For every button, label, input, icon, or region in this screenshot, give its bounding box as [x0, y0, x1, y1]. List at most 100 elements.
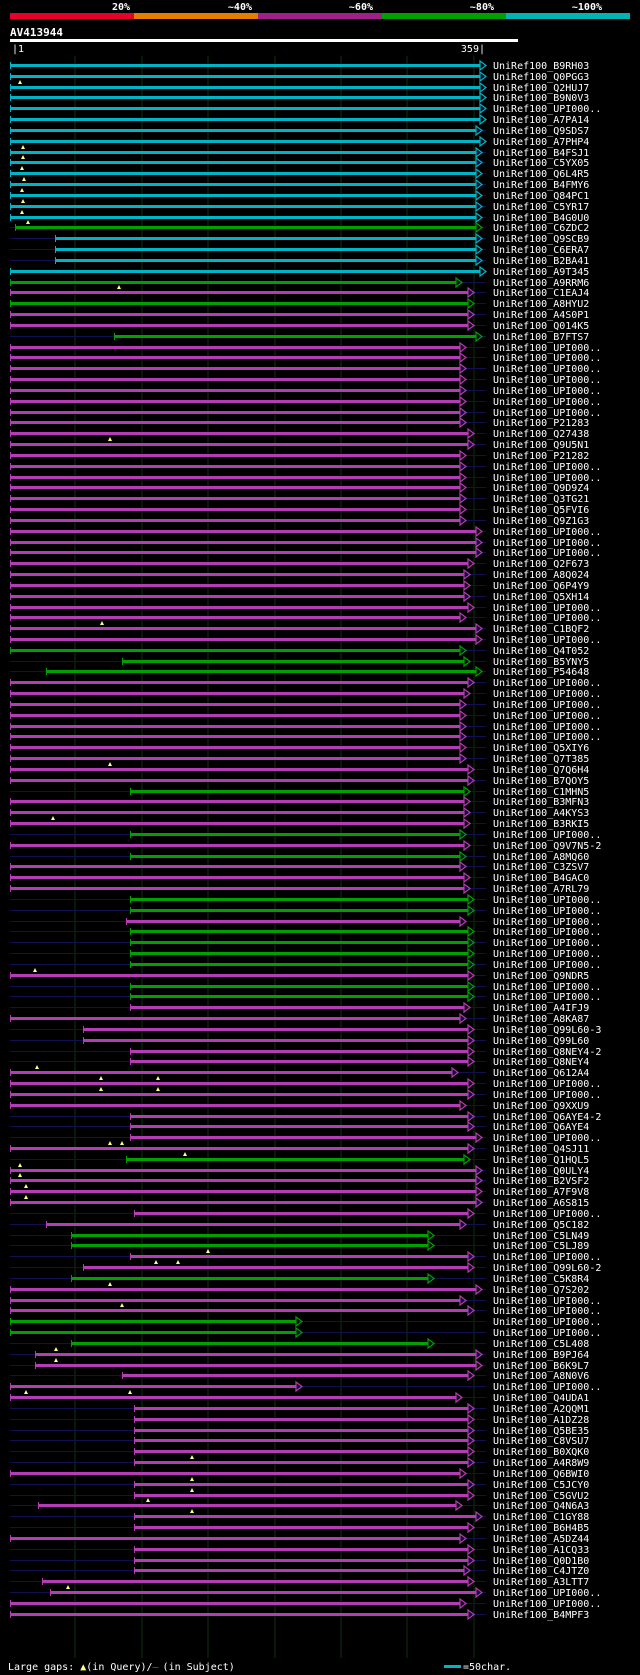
- hit-label[interactable]: UniRef100_C5JCY0: [493, 1480, 589, 1491]
- hit-row[interactable]: UniRef100_C5LJ89: [10, 1239, 589, 1252]
- hit-label[interactable]: UniRef100_UPI000..: [493, 397, 601, 408]
- hit-label[interactable]: UniRef100_B6K9L7: [493, 1361, 589, 1372]
- hit-label[interactable]: UniRef100_UPI000..: [493, 960, 601, 971]
- hit-label[interactable]: UniRef100_A4KYS3: [493, 808, 589, 819]
- hit-label[interactable]: UniRef100_Q9NDR5: [493, 971, 589, 982]
- hit-row[interactable]: UniRef100_UPI000..: [10, 990, 601, 1003]
- hit-row[interactable]: UniRef100_Q99L60-2: [10, 1260, 601, 1274]
- hit-label[interactable]: UniRef100_UPI000..: [493, 527, 601, 538]
- hit-row[interactable]: UniRef100_A7F9V8: [10, 1184, 589, 1198]
- hit-row[interactable]: UniRef100_UPI000..: [10, 1294, 601, 1307]
- hit-label[interactable]: UniRef100_Q0ULY4: [493, 1166, 589, 1177]
- hit-label[interactable]: UniRef100_UPI000..: [493, 1317, 601, 1328]
- hit-label[interactable]: UniRef100_Q5C182: [493, 1220, 589, 1231]
- hit-label[interactable]: UniRef100_Q4UDA1: [493, 1393, 589, 1404]
- hit-label[interactable]: UniRef100_UPI000..: [493, 1306, 601, 1317]
- hit-row[interactable]: UniRef100_Q014K5: [10, 319, 589, 332]
- hit-label[interactable]: UniRef100_UPI000..: [493, 635, 601, 646]
- hit-label[interactable]: UniRef100_Q5BE35: [493, 1426, 589, 1437]
- hit-row[interactable]: UniRef100_Q4SJ11: [10, 1141, 589, 1155]
- hit-label[interactable]: UniRef100_A3LTT7: [493, 1577, 589, 1588]
- hit-label[interactable]: UniRef100_C6ERA7: [493, 245, 589, 256]
- hit-label[interactable]: UniRef100_Q6L4R5: [493, 169, 589, 180]
- hit-label[interactable]: UniRef100_C6ZDC2: [493, 223, 589, 234]
- hit-row[interactable]: UniRef100_UPI000..: [10, 1249, 601, 1263]
- hit-label[interactable]: UniRef100_B4FSJ1: [493, 148, 589, 159]
- hit-row[interactable]: UniRef100_Q6AYE4-2: [10, 1110, 601, 1123]
- hit-row[interactable]: UniRef100_Q6L4R5: [10, 166, 589, 180]
- hit-row[interactable]: UniRef100_Q9D9Z4: [10, 481, 589, 494]
- hit-label[interactable]: UniRef100_Q612A4: [493, 1068, 589, 1079]
- hit-label[interactable]: UniRef100_UPI000..: [493, 1296, 601, 1307]
- hit-row[interactable]: UniRef100_C5GVU2: [10, 1488, 589, 1502]
- hit-row[interactable]: UniRef100_UPI000..: [10, 471, 601, 484]
- hit-label[interactable]: UniRef100_A8MQ60: [493, 852, 589, 863]
- hit-row[interactable]: UniRef100_A7PA14: [10, 113, 589, 126]
- hit-row[interactable]: UniRef100_UPI000..: [10, 384, 601, 397]
- hit-label[interactable]: UniRef100_UPI000..: [493, 895, 601, 906]
- hit-row[interactable]: UniRef100_UPI000..: [10, 947, 601, 960]
- hit-row[interactable]: UniRef100_Q9XXU9: [10, 1099, 589, 1112]
- hit-label[interactable]: UniRef100_B4G0U0: [493, 213, 589, 224]
- hit-label[interactable]: UniRef100_UPI000..: [493, 343, 601, 354]
- hit-row[interactable]: UniRef100_A7RL79: [10, 882, 589, 895]
- hit-label[interactable]: UniRef100_UPI000..: [493, 613, 601, 624]
- hit-row[interactable]: UniRef100_A9T345: [10, 265, 589, 278]
- hit-label[interactable]: UniRef100_P21283: [493, 418, 589, 429]
- hit-row[interactable]: UniRef100_C6ZDC2: [10, 220, 589, 234]
- hit-row[interactable]: UniRef100_A2QQM1: [10, 1402, 589, 1415]
- hit-label[interactable]: UniRef100_C5K8R4: [493, 1274, 589, 1285]
- hit-row[interactable]: UniRef100_Q2F673: [10, 557, 589, 570]
- hit-row[interactable]: UniRef100_UPI000..: [10, 720, 601, 733]
- hit-label[interactable]: UniRef100_Q9SDS7: [493, 126, 589, 137]
- hit-row[interactable]: UniRef100_Q6AYE4: [10, 1120, 589, 1133]
- hit-row[interactable]: UniRef100_UPI000..: [10, 611, 601, 624]
- hit-label[interactable]: UniRef100_UPI000..: [493, 949, 601, 960]
- hit-label[interactable]: UniRef100_B4MPF3: [493, 1610, 589, 1621]
- hit-row[interactable]: UniRef100_C1MHN5: [10, 785, 589, 798]
- hit-label[interactable]: UniRef100_B4FMY6: [493, 180, 589, 191]
- hit-label[interactable]: UniRef100_Q8NEY4: [493, 1057, 589, 1068]
- hit-row[interactable]: UniRef100_C5JCY0: [10, 1477, 589, 1491]
- hit-row[interactable]: UniRef100_UPI000..: [10, 536, 601, 549]
- hit-label[interactable]: UniRef100_A1DZ28: [493, 1415, 589, 1426]
- hit-row[interactable]: UniRef100_Q9NDR5: [10, 968, 589, 982]
- hit-label[interactable]: UniRef100_Q4SJ11: [493, 1144, 589, 1155]
- hit-label[interactable]: UniRef100_B4GAC0: [493, 873, 589, 884]
- hit-label[interactable]: UniRef100_UPI000..: [493, 1588, 601, 1599]
- hit-label[interactable]: UniRef100_Q27438: [493, 429, 589, 440]
- hit-label[interactable]: UniRef100_C1EAJ4: [493, 288, 589, 299]
- hit-label[interactable]: UniRef100_UPI000..: [493, 1133, 601, 1144]
- hit-label[interactable]: UniRef100_B0XQK0: [493, 1447, 589, 1458]
- hit-row[interactable]: UniRef100_C1BQF2: [10, 621, 589, 635]
- hit-row[interactable]: UniRef100_Q4N6A3: [10, 1498, 589, 1512]
- hit-row[interactable]: UniRef100_UPI000..: [10, 828, 601, 841]
- hit-label[interactable]: UniRef100_UPI000..: [493, 689, 601, 700]
- hit-label[interactable]: UniRef100_UPI000..: [493, 1328, 601, 1339]
- hit-label[interactable]: UniRef100_A5DZ44: [493, 1534, 589, 1545]
- hit-row[interactable]: UniRef100_C5YX05: [10, 155, 589, 169]
- hit-label[interactable]: UniRef100_Q2HUJ7: [493, 83, 589, 94]
- hit-row[interactable]: UniRef100_C5LN49: [10, 1229, 589, 1242]
- hit-row[interactable]: UniRef100_B7FTS7: [10, 330, 589, 343]
- hit-label[interactable]: UniRef100_UPI000..: [493, 927, 601, 938]
- hit-label[interactable]: UniRef100_C3ZSV7: [493, 862, 589, 873]
- hit-label[interactable]: UniRef100_Q7S202: [493, 1285, 589, 1296]
- hit-label[interactable]: UniRef100_Q6AYE4: [493, 1122, 589, 1133]
- hit-label[interactable]: UniRef100_C4JTZ0: [493, 1566, 589, 1577]
- hit-row[interactable]: UniRef100_UPI000..: [10, 601, 601, 614]
- hit-row[interactable]: UniRef100_Q27438: [10, 427, 589, 440]
- hit-row[interactable]: UniRef100_Q612A4: [10, 1065, 589, 1079]
- hit-row[interactable]: UniRef100_Q5C182: [10, 1218, 589, 1231]
- hit-label[interactable]: UniRef100_UPI000..: [493, 104, 601, 115]
- hit-row[interactable]: UniRef100_B4G0U0: [10, 210, 589, 224]
- hit-row[interactable]: UniRef100_UPI000..: [10, 362, 601, 375]
- hit-row[interactable]: UniRef100_B2BA41: [10, 254, 589, 267]
- hit-row[interactable]: UniRef100_Q7S202: [10, 1282, 589, 1296]
- hit-label[interactable]: UniRef100_UPI000..: [493, 462, 601, 473]
- hit-label[interactable]: UniRef100_Q3TG21: [493, 494, 589, 505]
- hit-row[interactable]: UniRef100_B7QOY5: [10, 774, 589, 787]
- hit-row[interactable]: UniRef100_A8HYU2: [10, 297, 589, 310]
- hit-row[interactable]: UniRef100_UPI000..: [10, 102, 601, 115]
- hit-row[interactable]: UniRef100_C8VSU7: [10, 1434, 589, 1447]
